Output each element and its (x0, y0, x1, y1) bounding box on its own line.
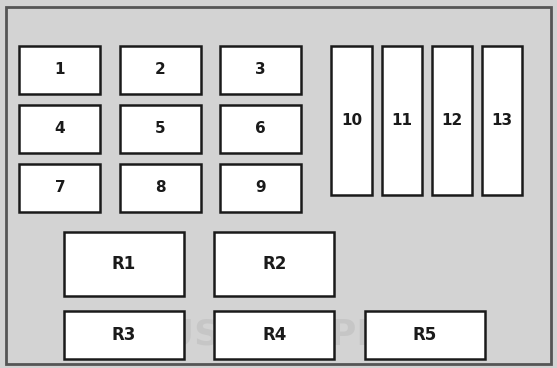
Text: 3: 3 (255, 63, 266, 77)
Bar (64, 311, 184, 359)
Text: 11: 11 (391, 113, 412, 128)
Text: 8: 8 (155, 180, 165, 195)
Text: 4: 4 (55, 121, 65, 136)
Text: R2: R2 (262, 255, 286, 273)
Bar (120, 46, 201, 94)
Text: 5: 5 (155, 121, 165, 136)
Text: 7: 7 (55, 180, 65, 195)
Bar (432, 46, 472, 195)
Bar (365, 311, 485, 359)
Bar (482, 46, 522, 195)
Bar (214, 311, 334, 359)
Bar (120, 105, 201, 153)
Text: 12: 12 (441, 113, 462, 128)
Bar (120, 164, 201, 212)
Text: 6: 6 (255, 121, 266, 136)
Text: R4: R4 (262, 326, 286, 344)
Text: R3: R3 (112, 326, 136, 344)
Text: R5: R5 (413, 326, 437, 344)
Bar (214, 232, 334, 296)
Text: 10: 10 (341, 113, 362, 128)
Bar (19, 46, 100, 94)
Bar (64, 232, 184, 296)
Bar (331, 46, 372, 195)
Bar (220, 46, 301, 94)
Bar (220, 164, 301, 212)
Bar (220, 105, 301, 153)
Text: FUSEBOXPRO: FUSEBOXPRO (141, 318, 416, 352)
Text: 1: 1 (55, 63, 65, 77)
Text: 2: 2 (155, 63, 165, 77)
Bar (19, 164, 100, 212)
Text: R1: R1 (112, 255, 136, 273)
Bar (382, 46, 422, 195)
Bar (19, 105, 100, 153)
Text: 13: 13 (491, 113, 512, 128)
Text: 9: 9 (255, 180, 266, 195)
